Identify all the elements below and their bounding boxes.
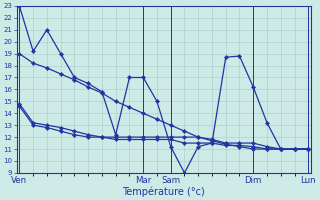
X-axis label: Température (°c): Température (°c) bbox=[123, 186, 205, 197]
